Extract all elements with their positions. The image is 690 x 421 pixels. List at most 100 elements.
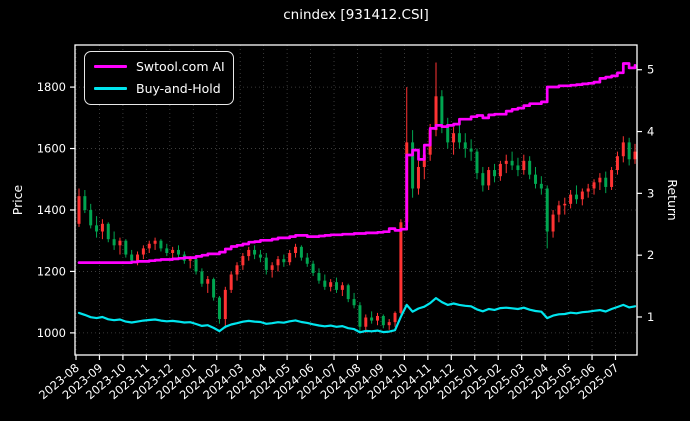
candle-body xyxy=(592,182,596,189)
left-tick-label: 1200 xyxy=(37,264,66,278)
candle-body xyxy=(446,123,450,143)
candle-body xyxy=(498,163,502,177)
candle-body xyxy=(516,165,520,171)
ai-strategy-path xyxy=(77,62,637,264)
candle-body xyxy=(493,170,497,177)
candle-body xyxy=(364,317,368,327)
candle-body xyxy=(452,133,456,143)
candle-body xyxy=(311,263,315,273)
candle-body xyxy=(258,254,262,258)
candle-body xyxy=(381,315,385,326)
bh-line-swatch xyxy=(94,87,127,90)
candle-body xyxy=(627,142,631,160)
candle-body xyxy=(241,256,245,266)
candle-body xyxy=(615,156,619,171)
candle-body xyxy=(487,170,491,186)
candle-body xyxy=(124,240,128,255)
candle-body xyxy=(375,315,379,321)
candle-body xyxy=(434,96,438,131)
gridlines xyxy=(75,45,637,355)
candle-body xyxy=(253,249,257,255)
right-axis-label: Return xyxy=(665,179,680,221)
candle-body xyxy=(539,183,543,189)
candle-body xyxy=(141,248,145,255)
candle-body xyxy=(457,133,461,143)
ai-strategy-line xyxy=(77,62,637,264)
candle-body xyxy=(282,259,286,263)
candle-body xyxy=(340,285,344,290)
candle-body xyxy=(563,203,567,206)
candle-body xyxy=(165,248,169,253)
candle-body xyxy=(247,249,251,257)
right-tick-label: 5 xyxy=(647,63,654,77)
candle-body xyxy=(323,280,327,287)
candle-body xyxy=(206,279,210,284)
candle-body xyxy=(188,259,192,261)
candle-body xyxy=(194,259,198,272)
candle-body xyxy=(136,254,140,261)
candle-body xyxy=(580,191,584,200)
candle-body xyxy=(621,142,625,157)
candle-body xyxy=(411,142,415,189)
candle-body xyxy=(77,196,81,224)
candle-body xyxy=(387,322,391,326)
candle-body xyxy=(299,246,303,258)
candle-body xyxy=(223,289,227,320)
candle-body xyxy=(557,205,561,215)
candle-body xyxy=(95,225,99,232)
right-tick-label: 2 xyxy=(647,248,654,262)
candle-body xyxy=(229,274,233,290)
right-tick-label: 3 xyxy=(647,186,654,200)
candle-body xyxy=(586,188,590,192)
legend-label-bh: Buy-and-Hold xyxy=(136,81,221,96)
candle-body xyxy=(352,299,356,306)
candle-body xyxy=(370,317,374,321)
left-tick-label: 1000 xyxy=(37,326,66,340)
candle-body xyxy=(112,239,116,246)
left-axis-label: Price xyxy=(10,184,25,216)
candle-body xyxy=(358,305,362,327)
candle-body xyxy=(217,297,221,320)
candle-body xyxy=(329,282,333,287)
candle-body xyxy=(106,223,110,240)
ai-line-swatch xyxy=(94,65,127,68)
candle-body xyxy=(212,279,216,298)
candle-body xyxy=(200,271,204,284)
legend: Swtool.com AI Buy-and-Hold xyxy=(84,51,234,105)
candle-body xyxy=(475,151,479,174)
candle-body xyxy=(153,240,157,244)
buy-and-hold-line xyxy=(77,297,637,334)
candle-body xyxy=(633,151,637,160)
candle-body xyxy=(89,209,93,226)
candle-body xyxy=(264,257,268,270)
candle-body xyxy=(416,166,420,189)
candle-body xyxy=(463,142,467,149)
legend-item-ai: Swtool.com AI xyxy=(94,59,225,74)
candle-body xyxy=(510,160,514,166)
candle-body xyxy=(604,177,608,187)
candle-body xyxy=(176,249,180,255)
candle-body xyxy=(569,194,573,204)
candle-body xyxy=(522,160,526,171)
legend-label-ai: Swtool.com AI xyxy=(136,59,225,74)
right-tick-label: 1 xyxy=(647,310,654,324)
candle-body xyxy=(270,265,274,270)
legend-item-bh: Buy-and-Hold xyxy=(94,81,223,96)
candle-body xyxy=(83,196,87,210)
candle-body xyxy=(545,188,549,232)
candle-body xyxy=(235,265,239,275)
candle-body xyxy=(422,154,426,167)
candle-body xyxy=(534,174,538,184)
candle-body xyxy=(469,148,473,152)
candle-body xyxy=(399,222,403,313)
candle-body xyxy=(294,246,298,253)
candle-body xyxy=(100,223,104,232)
candle-body xyxy=(528,160,532,175)
candle-body xyxy=(130,254,134,261)
candle-body xyxy=(481,173,485,186)
left-tick-label: 1400 xyxy=(37,203,66,217)
candle-body xyxy=(305,257,309,264)
right-tick-label: 4 xyxy=(647,125,654,139)
